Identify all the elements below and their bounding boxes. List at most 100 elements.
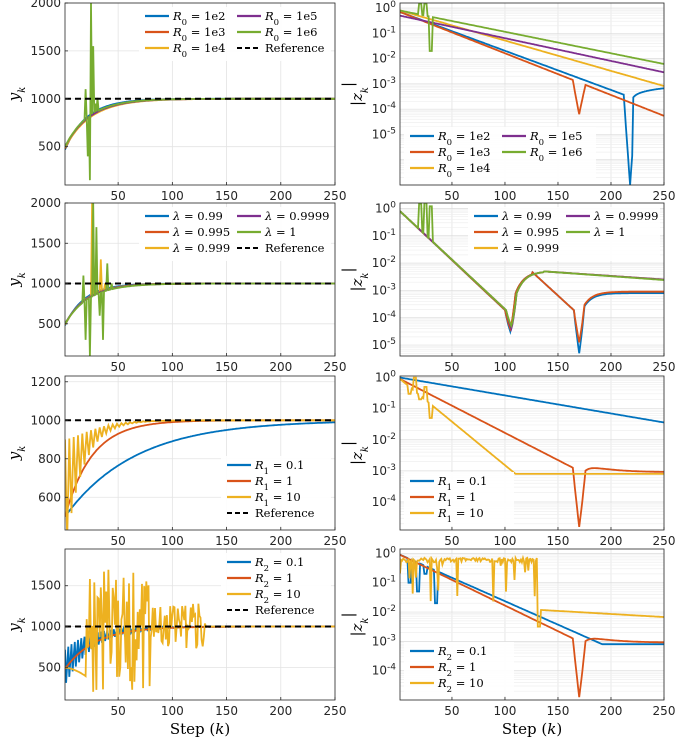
y-tick-label: 1000	[30, 277, 61, 291]
x-tick-label: 150	[215, 534, 238, 548]
legend-entry: R1 = 0.1	[437, 474, 487, 493]
chart-panel-a-right: 50 100 150 200 250 10-5 10-4 10-3 10-2 10-1 100 |zk…	[339, 0, 675, 203]
chart-panel-d-left: 50 100 150 200 250 500 1000 1500 yk Step (k) R2 = …	[5, 548, 346, 737]
x-tick-label: 100	[161, 360, 184, 374]
legend-box	[404, 127, 596, 181]
legend-entry: λ = 0.99	[501, 209, 552, 223]
series-line-4	[400, 203, 664, 329]
legend-entry: λ = 1	[264, 225, 297, 239]
x-tick-label: 250	[324, 189, 347, 203]
y-tick-label: 10-4	[372, 494, 397, 509]
legend-entry: Reference	[265, 41, 325, 55]
axes-frame	[64, 202, 336, 357]
legend-entry: λ = 0.995	[172, 225, 230, 239]
y-tick-label: 10-1	[372, 228, 396, 243]
legend-entry: Reference	[265, 241, 325, 255]
x-tick-label: 250	[653, 360, 676, 374]
y-tick-label: 2000	[30, 0, 61, 10]
y-tick-label: 10-3	[372, 463, 396, 478]
x-tick-label: 200	[600, 189, 623, 203]
legend: λ = 0.99 λ = 0.995 λ = 0.999 λ = 0.9999 λ = …	[139, 207, 331, 261]
y-tick-label: 1500	[30, 579, 61, 593]
legend-entry: R1 = 1	[437, 490, 476, 509]
series-line-2	[400, 554, 664, 628]
x-tick-label: 50	[110, 189, 125, 203]
y-tick-label: 100	[375, 545, 396, 560]
y-axis-label: |zk|	[339, 267, 371, 291]
x-tick-label: 250	[653, 534, 676, 548]
legend-entry: R0 = 1e2	[437, 129, 490, 148]
legend-entry: R0 = 1e2	[172, 9, 225, 28]
y-axis-label: yk	[5, 617, 28, 633]
x-tick-label: 250	[324, 360, 347, 374]
legend-entry: λ = 0.999	[501, 241, 559, 255]
y-tick-label: 1000	[30, 92, 61, 106]
x-tick-label: 200	[600, 360, 623, 374]
x-tick-label: 150	[215, 189, 238, 203]
x-tick-label: 100	[161, 534, 184, 548]
x-tick-label: 200	[600, 534, 623, 548]
y-tick-label: 10-2	[372, 604, 396, 619]
y-tick-label: 100	[375, 370, 396, 385]
legend-entry: Reference	[255, 506, 315, 520]
legend-box	[139, 207, 331, 261]
x-tick-label: 100	[161, 704, 184, 718]
y-tick-label: 500	[38, 660, 61, 674]
x-tick-label: 250	[653, 189, 676, 203]
x-tick-label: 50	[110, 534, 125, 548]
x-tick-label: 150	[547, 534, 570, 548]
series-line-2	[400, 9, 664, 87]
x-tick-label: 200	[600, 704, 623, 718]
y-tick-label: 10-1	[372, 401, 396, 416]
axes-frame	[64, 375, 336, 531]
legend-entry: R2 = 0.1	[254, 555, 304, 574]
series-line-4	[400, 3, 664, 65]
y-tick-label: 600	[38, 490, 61, 504]
legend-entry: λ = 0.995	[501, 225, 559, 239]
x-tick-label: 150	[215, 704, 238, 718]
y-tick-label: 10-3	[372, 76, 396, 91]
y-tick-label: 10-4	[372, 101, 397, 116]
x-tick-label: 200	[269, 360, 292, 374]
chart-panel-d-right: 50 100 150 200 250 10-4 10-3 10-2 10-1 100 |zk| Ste…	[339, 545, 675, 737]
legend-entry: R1 = 10	[437, 506, 484, 525]
legend-entry: R0 = 1e6	[529, 145, 582, 164]
legend-entry: λ = 0.9999	[593, 209, 658, 223]
chart-panel-c-right: 50 100 150 200 250 10-4 10-3 10-2 10-1 100 |zk| R1 …	[339, 370, 675, 548]
y-tick-label: 500	[38, 140, 61, 154]
y-tick-label: 100	[375, 0, 396, 15]
y-tick-label: 10-1	[372, 25, 396, 40]
y-axis-label: yk	[5, 272, 28, 288]
legend-entry: λ = 0.999	[172, 241, 230, 255]
y-tick-label: 1500	[30, 236, 61, 250]
y-axis-label: yk	[5, 446, 28, 462]
legend-entry: R1 = 10	[254, 490, 301, 509]
y-tick-label: 800	[38, 452, 61, 466]
legend-entry: R1 = 0.1	[254, 458, 304, 477]
legend-entry: R0 = 1e3	[437, 145, 490, 164]
series-line-0	[400, 376, 664, 424]
y-tick-label: 10-5	[372, 126, 396, 141]
x-tick-label: 100	[494, 189, 517, 203]
legend: λ = 0.99 λ = 0.995 λ = 0.999 λ = 0.9999 λ = …	[468, 207, 660, 261]
legend-entry: R0 = 1e4	[172, 41, 225, 60]
legend-entry: R0 = 1e4	[437, 161, 490, 180]
series-line-0	[400, 11, 664, 185]
y-tick-label: 1500	[30, 44, 61, 58]
x-tick-label: 50	[444, 360, 459, 374]
x-tick-label: 100	[161, 189, 184, 203]
legend-entry: R0 = 1e5	[529, 129, 582, 148]
legend-box	[468, 207, 660, 261]
y-tick-label: 500	[38, 317, 61, 331]
y-tick-label: 10-3	[372, 282, 396, 297]
series-line-1	[400, 11, 664, 117]
x-tick-label: 50	[444, 534, 459, 548]
y-tick-label: 10-2	[372, 432, 396, 447]
legend-box	[221, 456, 331, 526]
x-tick-label: 50	[110, 704, 125, 718]
